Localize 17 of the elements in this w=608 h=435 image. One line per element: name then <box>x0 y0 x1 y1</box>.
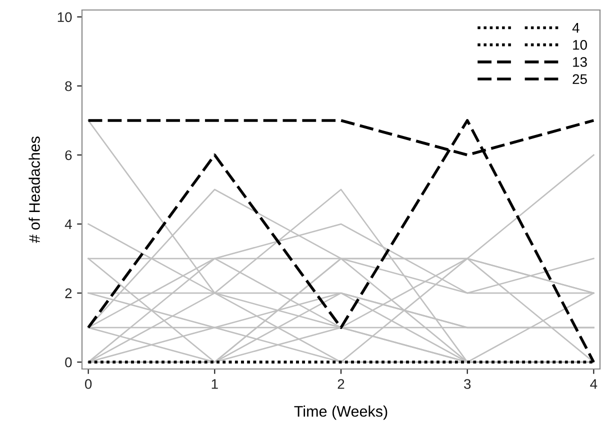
x-axis-title: Time (Weeks) <box>294 406 388 420</box>
y-tick-label: 2 <box>65 288 72 298</box>
legend-label: 25 <box>572 74 587 84</box>
y-axis-title: # of Headaches <box>28 136 40 243</box>
x-tick-label: 2 <box>338 379 344 389</box>
legend-label: 4 <box>572 23 580 33</box>
x-tick-label: 3 <box>464 379 471 389</box>
y-tick-label: 0 <box>65 357 72 368</box>
x-tick-label: 0 <box>85 379 92 389</box>
legend-label: 13 <box>573 57 587 67</box>
legend-label: 10 <box>573 40 587 50</box>
y-tick-label: 4 <box>64 219 72 230</box>
y-tick-label: 6 <box>65 150 72 160</box>
y-tick-label: 8 <box>65 81 72 92</box>
x-tick-label: 4 <box>590 379 598 389</box>
x-tick-label: 1 <box>212 379 218 389</box>
y-tick-label: 10 <box>58 12 72 22</box>
